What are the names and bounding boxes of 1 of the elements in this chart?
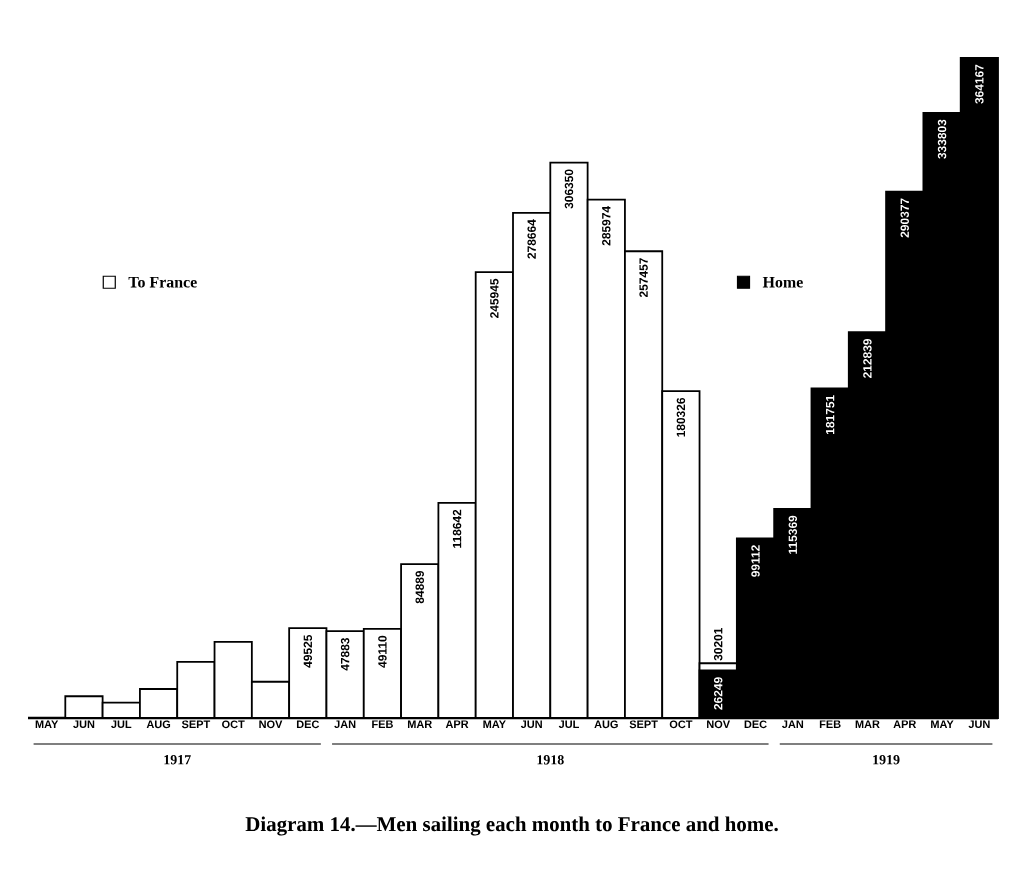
text: Diagram 14.—Men sailing each month to France and home. [245,816,778,836]
